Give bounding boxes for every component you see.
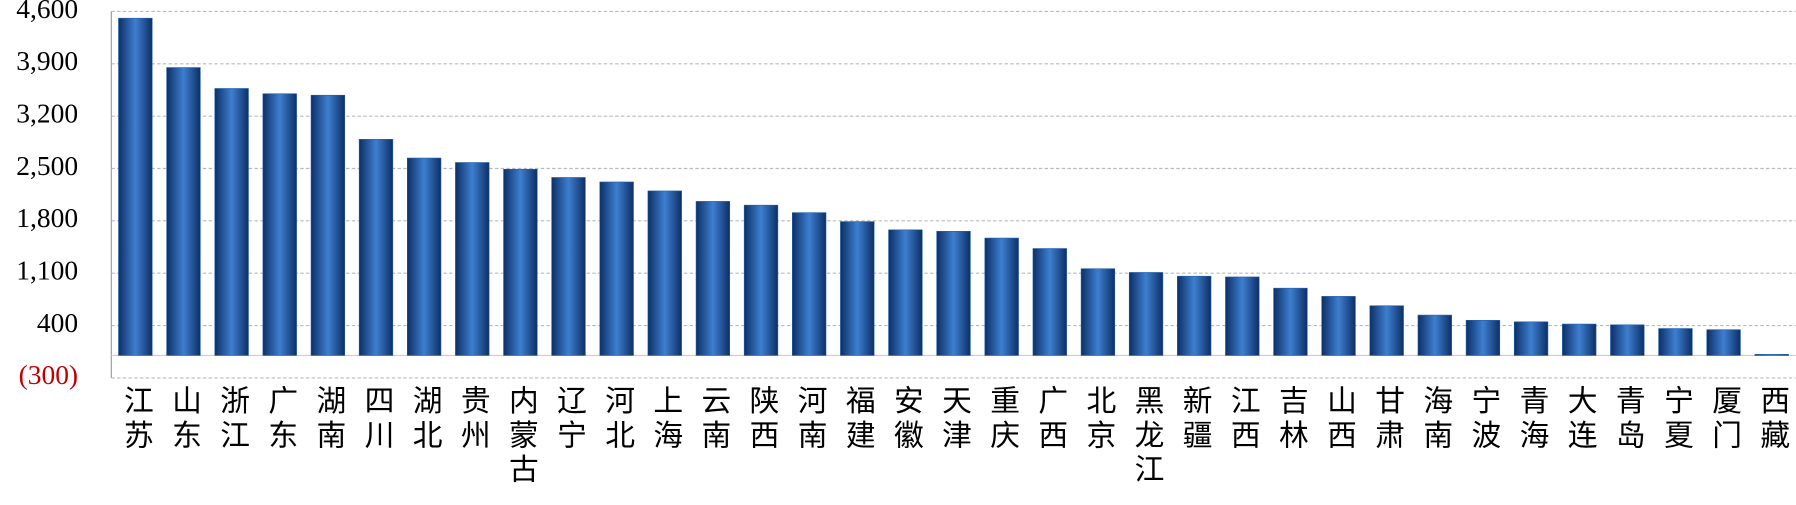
bar — [1032, 248, 1067, 356]
x-tick-label: 云南 — [695, 385, 730, 454]
x-tick-label: 西藏 — [1754, 385, 1789, 454]
x-tick-label: 福建 — [840, 385, 876, 454]
bar — [406, 157, 442, 356]
bar — [1417, 314, 1452, 356]
bar — [118, 17, 153, 356]
x-tick-label: 厦门 — [1706, 385, 1741, 454]
bar — [695, 201, 731, 356]
bar — [262, 93, 297, 356]
x-tick-label: 江苏 — [118, 385, 153, 454]
x-tick-label: 河南 — [792, 385, 828, 454]
x-tick-label: 安徽 — [888, 385, 924, 454]
x-tick-label: 宁夏 — [1658, 385, 1693, 454]
bar — [1610, 324, 1645, 356]
bar — [1273, 287, 1308, 356]
x-tick-label: 内蒙古 — [503, 385, 538, 488]
bar — [358, 139, 394, 356]
bar — [1080, 268, 1116, 356]
x-tick-label: 黑龙江 — [1129, 385, 1164, 488]
x-tick-label: 山东 — [166, 385, 201, 454]
bar — [551, 177, 586, 356]
x-tick-label: 辽宁 — [551, 385, 587, 454]
x-tick-label: 天津 — [936, 385, 971, 454]
bar — [1562, 323, 1597, 356]
x-tick-label: 宁波 — [1465, 385, 1500, 454]
bar — [647, 190, 682, 356]
bar — [743, 204, 779, 356]
x-tick-label: 新疆 — [1177, 385, 1212, 454]
x-tick-label: 吉林 — [1273, 385, 1309, 454]
x-tick-label: 大连 — [1562, 385, 1598, 454]
y-tick-label: 2,500 — [16, 151, 78, 181]
bar — [599, 181, 634, 356]
bar — [936, 231, 971, 356]
x-tick-label: 江西 — [1225, 385, 1260, 454]
x-tick-label: 河北 — [599, 385, 635, 454]
bar — [310, 94, 346, 356]
bar — [1128, 272, 1164, 356]
bar — [984, 237, 1019, 356]
y-tick-label: 1,100 — [16, 256, 78, 286]
x-tick-label: 上海 — [647, 385, 682, 454]
bar — [1321, 296, 1356, 356]
x-tick-label: 贵州 — [455, 385, 491, 454]
bar — [503, 168, 538, 356]
y-tick-label: 3,900 — [16, 46, 78, 76]
bar — [455, 162, 490, 356]
x-tick-label: 海南 — [1417, 385, 1452, 454]
x-tick-label: 青海 — [1514, 385, 1549, 454]
x-tick-label: 湖北 — [407, 385, 442, 454]
bar — [1177, 275, 1212, 356]
x-tick-label: 四川 — [359, 385, 395, 454]
bar — [1658, 328, 1693, 356]
x-tick-label: 湖南 — [310, 385, 345, 454]
x-tick-label: 甘肃 — [1369, 385, 1404, 454]
bar — [1513, 321, 1549, 356]
x-tick-label: 广东 — [262, 385, 297, 454]
bar — [214, 88, 249, 356]
x-tick-label: 重庆 — [984, 385, 1020, 454]
bar — [166, 67, 201, 356]
x-tick-label: 北京 — [1080, 385, 1115, 454]
bar — [1465, 320, 1501, 356]
y-tick-label: 1,800 — [16, 203, 78, 233]
bar — [840, 221, 875, 356]
y-tick-label: (300) — [19, 360, 79, 390]
x-tick-label: 陕西 — [744, 385, 779, 454]
y-tick-label: 4,600 — [16, 0, 78, 24]
x-tick-label: 浙江 — [214, 385, 249, 454]
x-tick-label: 青岛 — [1610, 385, 1645, 454]
bar — [792, 212, 827, 356]
bar — [1369, 305, 1404, 356]
bar — [888, 229, 923, 356]
x-tick-label: 山西 — [1321, 385, 1356, 454]
y-tick-label: 400 — [37, 308, 78, 338]
bar — [1225, 276, 1260, 356]
bar — [1754, 354, 1789, 356]
bar — [1706, 329, 1741, 356]
y-tick-label: 3,200 — [16, 98, 78, 128]
x-tick-label: 广西 — [1032, 385, 1067, 454]
